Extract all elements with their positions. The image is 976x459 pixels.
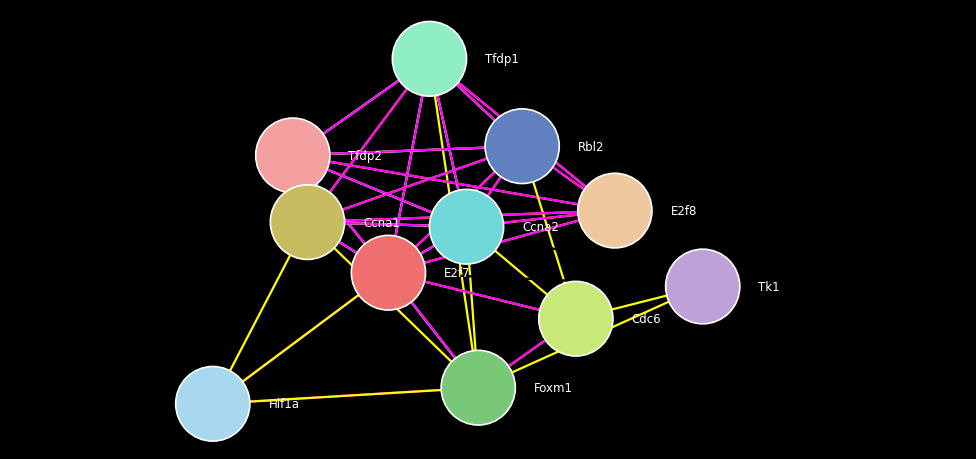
Ellipse shape (270, 185, 345, 260)
Text: Tfdp2: Tfdp2 (348, 150, 383, 162)
Ellipse shape (441, 351, 515, 425)
Ellipse shape (666, 250, 740, 324)
Text: Hif1a: Hif1a (268, 397, 300, 410)
Ellipse shape (392, 22, 467, 97)
Text: Cdc6: Cdc6 (631, 313, 661, 325)
Text: Ccna1: Ccna1 (363, 216, 400, 229)
Text: Ccna2: Ccna2 (522, 221, 559, 234)
Text: Tfdp1: Tfdp1 (485, 53, 519, 66)
Ellipse shape (429, 190, 504, 264)
Text: Rbl2: Rbl2 (578, 140, 604, 153)
Ellipse shape (578, 174, 652, 248)
Text: Foxm1: Foxm1 (534, 381, 573, 394)
Text: E2f7: E2f7 (444, 267, 470, 280)
Ellipse shape (256, 119, 330, 193)
Ellipse shape (485, 110, 559, 184)
Text: Tk1: Tk1 (758, 280, 780, 293)
Ellipse shape (176, 367, 250, 441)
Text: E2f8: E2f8 (671, 205, 697, 218)
Ellipse shape (351, 236, 426, 310)
Ellipse shape (539, 282, 613, 356)
